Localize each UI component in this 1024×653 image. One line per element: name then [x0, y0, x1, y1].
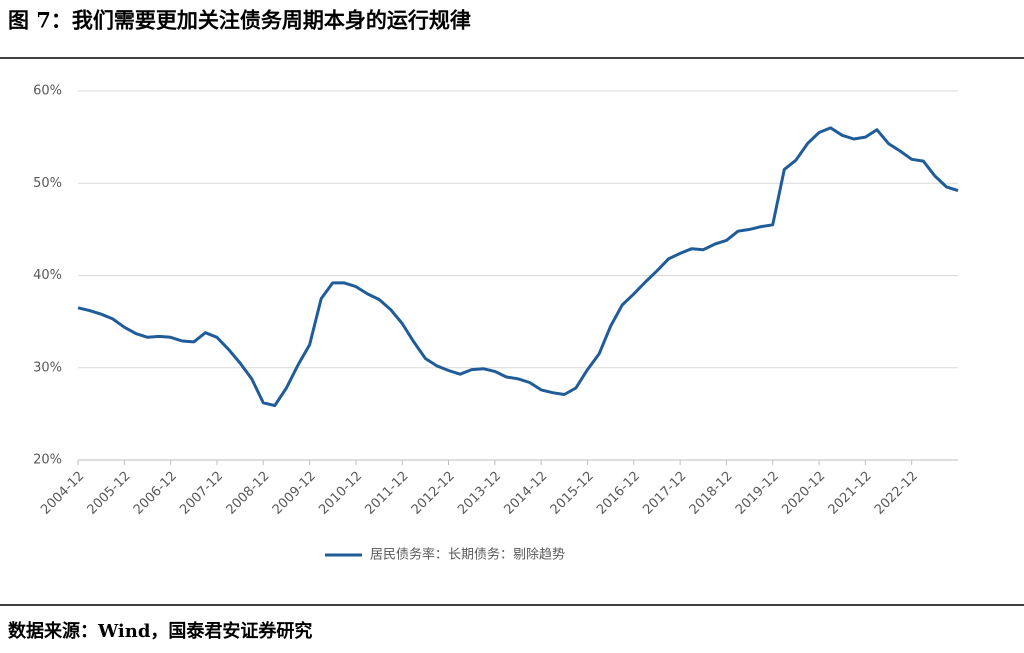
x-tick-label: 2010-12 — [316, 469, 365, 518]
x-tick-label: 2013-12 — [455, 469, 504, 518]
y-tick-label: 20% — [33, 453, 62, 468]
x-tick-label: 2012-12 — [409, 469, 458, 518]
y-tick-label: 40% — [33, 268, 62, 283]
x-tick-label: 2022-12 — [872, 469, 921, 518]
x-tick-label: 2011-12 — [362, 469, 411, 518]
x-tick-label: 2005-12 — [85, 469, 134, 518]
x-tick-label: 2009-12 — [270, 469, 319, 518]
y-tick-label: 60% — [33, 84, 62, 99]
y-tick-label: 30% — [33, 360, 62, 375]
x-tick-label: 2019-12 — [733, 469, 782, 518]
x-tick-label: 2006-12 — [131, 469, 180, 518]
x-tick-label: 2021-12 — [826, 469, 875, 518]
x-tick-label: 2015-12 — [548, 469, 597, 518]
x-tick-label: 2016-12 — [594, 469, 643, 518]
x-tick-label: 2017-12 — [640, 469, 689, 518]
x-tick-label: 2004-12 — [38, 469, 87, 518]
source: 数据来源：Wind，国泰君安证券研究 — [8, 620, 312, 642]
chart-title: 图 7：我们需要更加关注债务周期本身的运行规律 — [8, 8, 471, 33]
y-tick-label: 50% — [33, 176, 62, 191]
x-tick-label: 2018-12 — [687, 469, 736, 518]
x-tick-label: 2007-12 — [177, 469, 226, 518]
legend-label: 居民债务率：长期债务：剔除趋势 — [370, 547, 565, 563]
x-tick-label: 2014-12 — [501, 469, 550, 518]
data-line — [77, 126, 959, 408]
x-tick-label: 2008-12 — [224, 469, 273, 518]
x-tick-label: 2020-12 — [779, 469, 828, 518]
